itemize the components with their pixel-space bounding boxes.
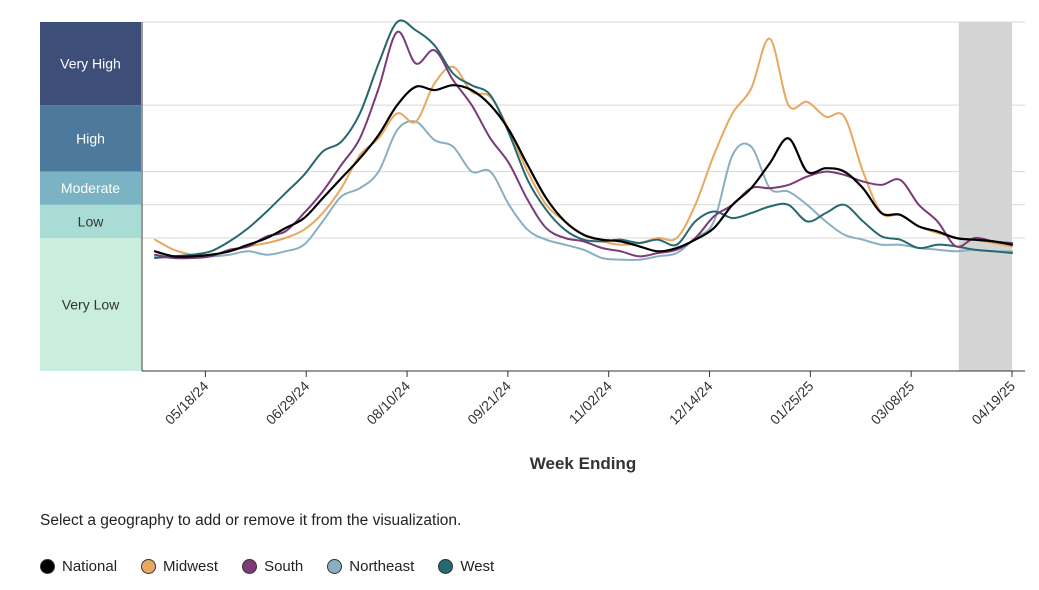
legend: National Midwest South Northeast West: [40, 558, 494, 575]
legend-item-national[interactable]: National: [40, 558, 117, 575]
x-tick-label: 08/10/24: [363, 378, 413, 428]
legend-swatch: [40, 559, 55, 574]
instruction-text: Select a geography to add or remove it f…: [40, 512, 462, 529]
x-tick-label: 09/21/24: [464, 378, 514, 428]
level-label-very-high: Very High: [60, 56, 121, 72]
series-line-national: [153, 84, 1014, 258]
legend-swatch: [438, 559, 454, 574]
level-label-high: High: [76, 130, 105, 146]
level-band-low: [40, 204, 141, 239]
provisional-period-band: [958, 22, 1012, 371]
series-line-northeast: [154, 120, 1013, 261]
x-tick-label: 01/25/25: [767, 378, 817, 428]
series-line-midwest: [154, 37, 1013, 257]
x-tick-label: 06/29/24: [263, 378, 313, 428]
x-axis-ticks: 05/18/24 06/29/24 08/10/24 09/21/24 11/02/24…: [162, 371, 1018, 428]
level-band-high: [40, 105, 141, 172]
x-tick-label: 11/02/24: [566, 378, 615, 427]
x-tick-label: 04/19/25: [968, 378, 1018, 428]
legend-item-west[interactable]: West: [438, 558, 494, 575]
x-tick-label: 03/08/25: [867, 378, 917, 428]
x-tick-label: 05/18/24: [162, 378, 212, 428]
legend-item-northeast[interactable]: Northeast: [327, 558, 414, 575]
legend-label: Midwest: [163, 558, 219, 575]
legend-swatch: [141, 559, 157, 574]
series-lines: [153, 19, 1014, 261]
legend-item-south[interactable]: South: [242, 558, 303, 575]
legend-swatch: [242, 559, 258, 574]
wastewater-chart: Very High High Moderate Low Very Low 05/18/2…: [40, 19, 1025, 473]
level-label-moderate: Moderate: [61, 180, 120, 196]
level-label-low: Low: [78, 213, 105, 229]
legend-swatch: [327, 559, 343, 574]
level-band-very-high: [40, 22, 141, 106]
x-axis-title: Week Ending: [530, 454, 636, 473]
legend-item-midwest[interactable]: Midwest: [141, 558, 218, 575]
legend-label: West: [460, 558, 495, 575]
level-label-very-low: Very Low: [62, 297, 120, 313]
legend-label: National: [62, 558, 118, 575]
level-bands: Very High High Moderate Low Very Low: [40, 22, 141, 371]
series-line-west: [154, 19, 1013, 259]
level-band-very-low: [40, 238, 141, 371]
legend-label: South: [264, 558, 304, 575]
gridlines: [142, 21, 1025, 239]
x-tick-label: 12/14/24: [666, 378, 716, 428]
series-line-south: [154, 30, 1013, 260]
level-band-moderate: [40, 171, 141, 205]
axes: [141, 22, 1025, 372]
legend-label: Northeast: [349, 558, 415, 575]
